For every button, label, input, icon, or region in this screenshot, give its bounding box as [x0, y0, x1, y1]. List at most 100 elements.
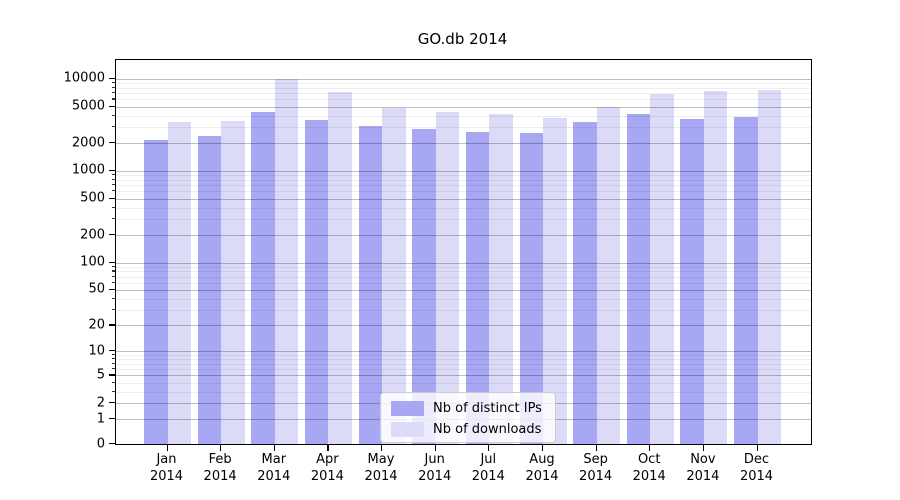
x-tick-label-aug: Aug 2014 [525, 452, 559, 484]
x-tick-mar [273, 444, 275, 451]
x-tick-label-feb: Feb 2014 [203, 452, 237, 484]
gridline-10 [116, 351, 811, 353]
minor-gridline-7 [116, 363, 811, 365]
y-minor-tick-8000 [111, 86, 115, 89]
x-tick-sep [595, 444, 597, 451]
bar-nov-downloads [703, 91, 728, 444]
bar-jul-distinct-ips [465, 132, 490, 444]
minor-gridline-80 [116, 271, 811, 273]
y-minor-tick-7 [111, 362, 115, 365]
x-tick-jan [166, 444, 168, 451]
y-minor-tick-40 [111, 297, 115, 299]
bar-aug-downloads [543, 118, 567, 444]
legend-label-distinct-ips: Nb of distinct IPs [433, 401, 542, 416]
x-tick-oct [649, 444, 651, 451]
x-tick-jul [488, 444, 490, 451]
y-tick-label-2: 2 [96, 395, 105, 411]
minor-gridline-8 [116, 359, 811, 361]
y-minor-tick-4000 [111, 114, 115, 116]
y-tick-label-2000: 2000 [71, 135, 105, 151]
gridline-500 [116, 198, 811, 200]
minor-gridline-9000 [116, 83, 811, 85]
y-tick-200 [109, 234, 115, 236]
y-tick-label-10000: 10000 [63, 70, 105, 86]
y-minor-tick-700 [111, 184, 115, 186]
legend-label-downloads: Nb of downloads [433, 422, 542, 437]
y-minor-tick-3 [111, 390, 115, 392]
y-tick-50 [109, 288, 115, 291]
bar-mar-downloads [274, 79, 299, 444]
y-tick-label-1: 1 [96, 411, 105, 427]
minor-gridline-40 [116, 298, 811, 300]
bar-feb-distinct-ips [197, 136, 222, 444]
x-tick-label-jan: Jan 2014 [149, 452, 184, 484]
y-minor-tick-9000 [111, 82, 115, 84]
bar-apr-distinct-ips [304, 120, 329, 444]
bar-jul-downloads [489, 114, 513, 444]
y-tick-2 [109, 402, 115, 404]
y-minor-tick-800 [111, 178, 115, 181]
legend-swatch-downloads [391, 422, 424, 437]
x-tick-dec [756, 444, 758, 451]
minor-gridline-30 [116, 309, 811, 311]
minor-gridline-3000 [116, 127, 811, 129]
bar-aug-distinct-ips [519, 132, 543, 444]
legend-item-distinct-ips: Nb of distinct IPs [391, 398, 555, 419]
y-tick-2000 [109, 142, 115, 144]
minor-gridline-9 [116, 355, 811, 356]
minor-gridline-300 [116, 219, 811, 220]
gridline-2000 [116, 143, 811, 145]
y-tick-label-5000: 5000 [71, 98, 105, 114]
minor-gridline-7000 [116, 93, 811, 95]
minor-gridline-90 [116, 266, 811, 268]
chart-title: GO.db 2014 [417, 30, 508, 48]
y-minor-tick-900 [111, 174, 115, 176]
legend-item-downloads: Nb of downloads [391, 419, 555, 440]
x-tick-jun [434, 444, 436, 451]
y-tick-100 [109, 261, 115, 263]
y-minor-tick-6 [111, 368, 115, 370]
gridline-10000 [116, 79, 811, 80]
minor-gridline-900 [116, 175, 811, 177]
bar-sep-downloads [596, 107, 621, 444]
minor-gridline-800 [116, 179, 811, 181]
bar-mar-distinct-ips [251, 111, 275, 444]
y-tick-label-500: 500 [80, 190, 105, 206]
y-tick-label-5: 5 [96, 367, 105, 383]
y-minor-tick-6000 [111, 98, 115, 100]
y-minor-tick-30 [111, 308, 115, 310]
gridline-100 [116, 262, 811, 264]
y-minor-tick-4 [111, 381, 115, 383]
x-tick-label-oct: Oct 2014 [632, 452, 666, 484]
y-tick-10000 [109, 78, 115, 80]
y-tick-label-50: 50 [88, 281, 105, 297]
y-tick-5 [109, 374, 115, 376]
x-tick-nov [702, 444, 705, 451]
x-tick-label-sep: Sep 2014 [579, 452, 613, 484]
bar-feb-downloads [221, 120, 245, 444]
plot-area: Nb of distinct IPs Nb of downloads [115, 59, 812, 445]
minor-gridline-6 [116, 369, 811, 371]
minor-gridline-6000 [116, 99, 811, 101]
gridline-20 [116, 325, 811, 327]
bar-apr-downloads [328, 91, 352, 444]
y-tick-1000 [109, 170, 115, 172]
y-minor-tick-9 [111, 354, 115, 356]
y-tick-label-0: 0 [96, 436, 105, 451]
bar-jun-downloads [435, 111, 460, 444]
y-minor-tick-90 [111, 265, 115, 267]
minor-gridline-8000 [116, 87, 811, 89]
minor-gridline-70 [116, 276, 811, 278]
gridline-50 [116, 289, 811, 291]
minor-gridline-60 [116, 282, 811, 284]
gridline-1000 [116, 171, 811, 172]
gridline-5000 [116, 106, 811, 108]
bar-oct-downloads [650, 94, 674, 444]
x-tick-label-mar: Mar 2014 [257, 452, 291, 484]
y-tick-10 [109, 350, 115, 352]
bar-may-distinct-ips [358, 126, 382, 444]
y-tick-label-1000: 1000 [71, 162, 105, 178]
bar-jan-downloads [167, 122, 191, 444]
bar-oct-distinct-ips [626, 114, 651, 444]
x-tick-label-dec: Dec 2014 [739, 452, 774, 484]
